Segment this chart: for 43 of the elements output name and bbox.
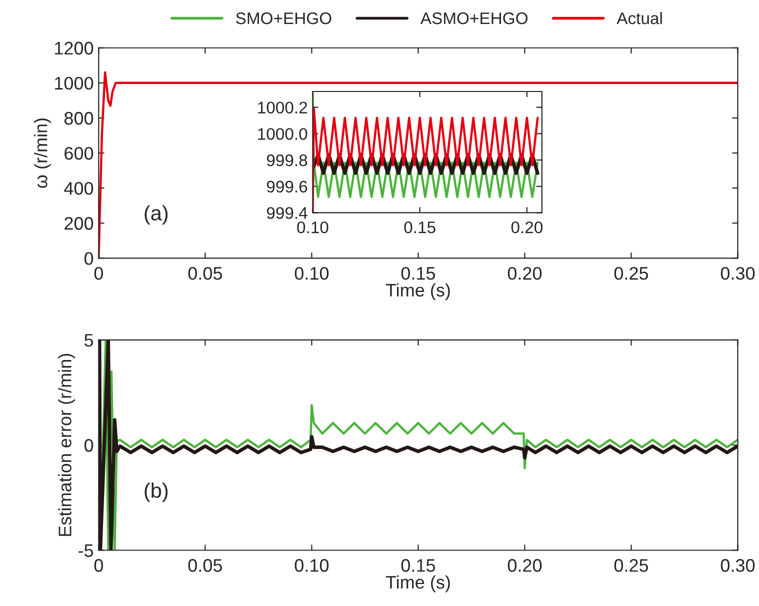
y-tick-label: 600 [64,146,94,160]
y-tick-label: -5 [78,544,94,557]
x-axis-title: Time (s) [386,575,450,592]
y-tick-label: 1000.2 [258,102,308,114]
y-tick-label: 400 [64,182,94,195]
y-tick-label: 200 [64,217,94,230]
y-axis-title: Estimation error (r/min) [58,354,75,536]
x-tick-label: 0 [94,266,103,280]
legend-label: SMO+EHGO [236,12,332,24]
x-tick-label: 0.20 [508,266,542,280]
legend-label: ASMO+EHGO [420,12,528,24]
annotation: (b) [144,482,168,502]
y-tick-label: 1200 [55,42,94,55]
y-tick-label: 999.8 [266,154,308,166]
x-tick-label: 0.20 [508,559,542,572]
y-tick-label: 0 [84,439,94,452]
y-tick-label: 999.6 [266,180,308,193]
x-tick-label: 0.25 [614,559,648,572]
y-tick-label: 0 [84,252,94,265]
x-tick-label: 0.05 [188,266,222,280]
annotation: (a) [144,205,168,225]
x-tick-label: 0.05 [188,559,222,572]
y-tick-label: 999.4 [266,207,308,219]
y-axis-title: ω (r/min) [34,118,51,188]
x-tick-label: 0.10 [297,221,328,234]
x-tick-label: 0.15 [401,559,436,572]
x-tick-label: 0.15 [401,266,436,280]
line-series [98,340,738,550]
legend-label: Actual [616,12,662,24]
x-tick-label: 0.10 [294,559,329,572]
y-tick-label: 800 [64,112,94,125]
x-tick-label: 0.25 [614,266,648,280]
x-tick-label: 0.10 [294,266,329,280]
x-tick-label: 0.30 [720,266,755,280]
y-tick-label: 5 [84,334,94,347]
x-tick-label: 0.20 [511,221,542,234]
y-tick-label: 1000 [55,76,94,90]
line-series [312,106,539,213]
x-tick-label: 0.15 [404,221,436,234]
y-tick-label: 1000.0 [258,128,308,140]
x-tick-label: 0 [94,559,103,572]
x-axis-title: Time (s) [386,283,450,300]
x-tick-label: 0.30 [720,559,755,572]
